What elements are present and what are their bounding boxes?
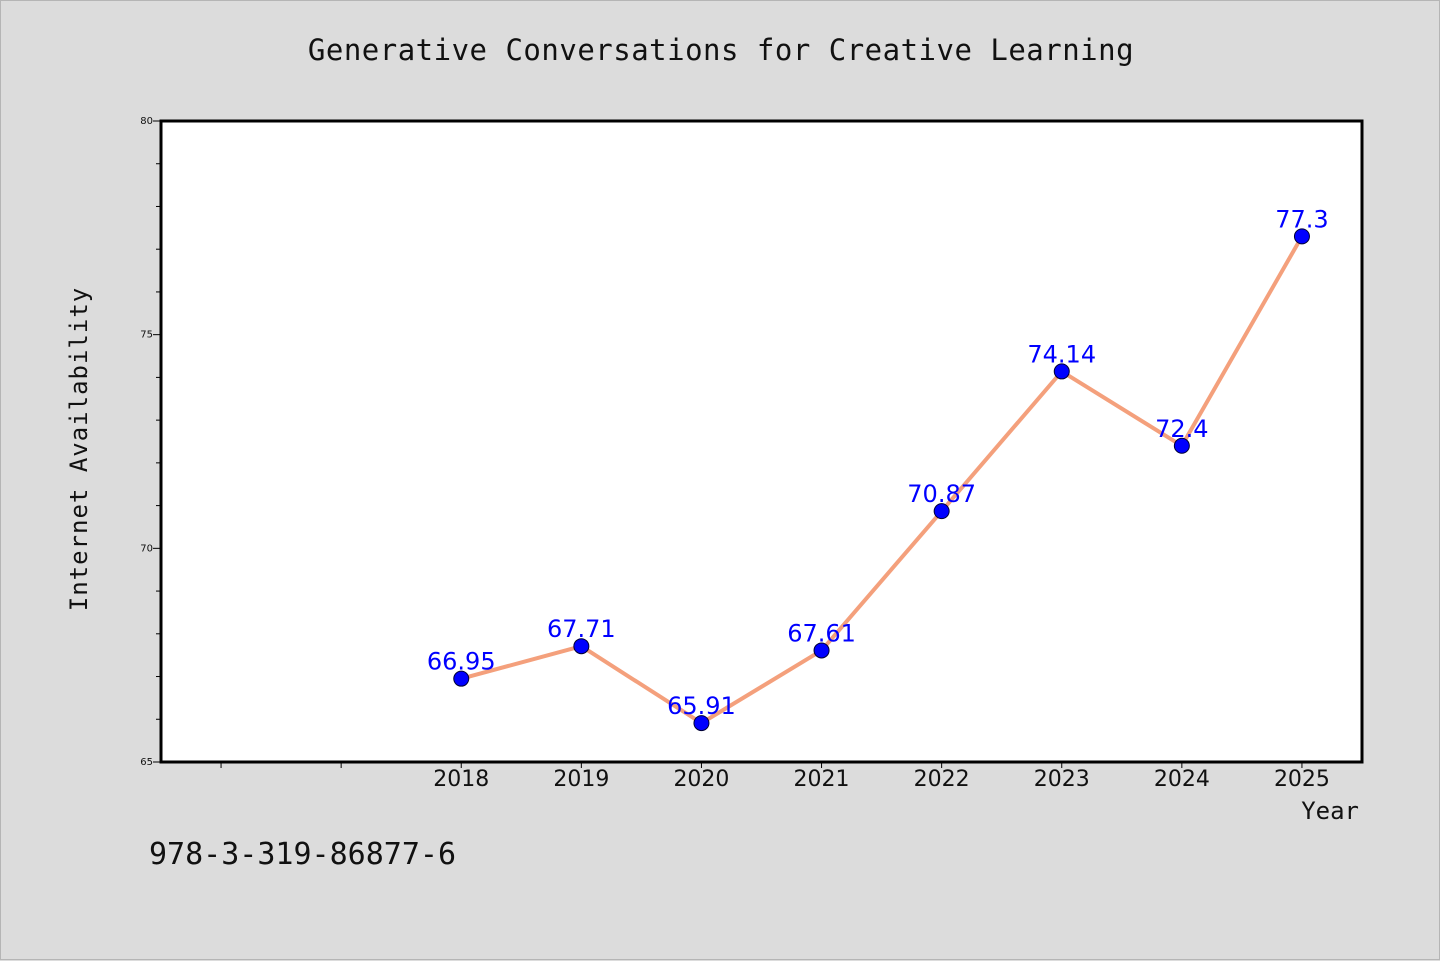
data-label: 66.95 [427, 648, 496, 676]
data-point [453, 670, 470, 687]
series-line [460, 235, 1304, 726]
data-label: 70.87 [907, 480, 976, 508]
x-axis-label: Year [1301, 797, 1359, 825]
y-tick-label: 70 [140, 543, 153, 554]
x-tick-label: 2023 [1034, 767, 1090, 792]
y-tick-label: 80 [140, 116, 153, 127]
data-label: 72.4 [1155, 415, 1208, 443]
x-tick-label: 2018 [433, 767, 489, 792]
data-labels: 66.95 67.71 65.91 67.61 70.87 74.14 72.4 77.3 [427, 205, 1329, 720]
y-tick-label: 65 [140, 757, 153, 768]
x-tick-label: 2024 [1154, 767, 1210, 792]
data-label: 74.14 [1027, 340, 1096, 368]
data-point [693, 715, 710, 732]
x-tick-label: 2022 [914, 767, 970, 792]
x-tick-label: 2021 [794, 767, 850, 792]
data-label: 67.71 [547, 615, 616, 643]
data-point [573, 638, 590, 655]
x-axis: 2018 2019 2020 2021 2022 2023 2024 2025 [220, 762, 1330, 792]
plot-area [159, 119, 1364, 764]
chart-title: Generative Conversations for Creative Le… [307, 33, 1135, 67]
series-markers [453, 228, 1310, 732]
footer-code: 978-3-319-86877-6 [149, 837, 457, 872]
x-tick-label: 2019 [553, 767, 609, 792]
data-point [813, 642, 830, 659]
data-label: 77.3 [1275, 205, 1328, 233]
x-tick-label: 2025 [1274, 767, 1330, 792]
data-label: 67.61 [787, 619, 856, 647]
data-point [1173, 437, 1190, 454]
y-axis: 65 70 75 80 [140, 116, 161, 768]
data-point [1293, 228, 1310, 245]
data-point [933, 503, 950, 520]
y-tick-label: 75 [140, 330, 153, 341]
data-point [1053, 363, 1070, 380]
data-label: 65.91 [667, 692, 736, 720]
x-tick-label: 2020 [673, 767, 729, 792]
